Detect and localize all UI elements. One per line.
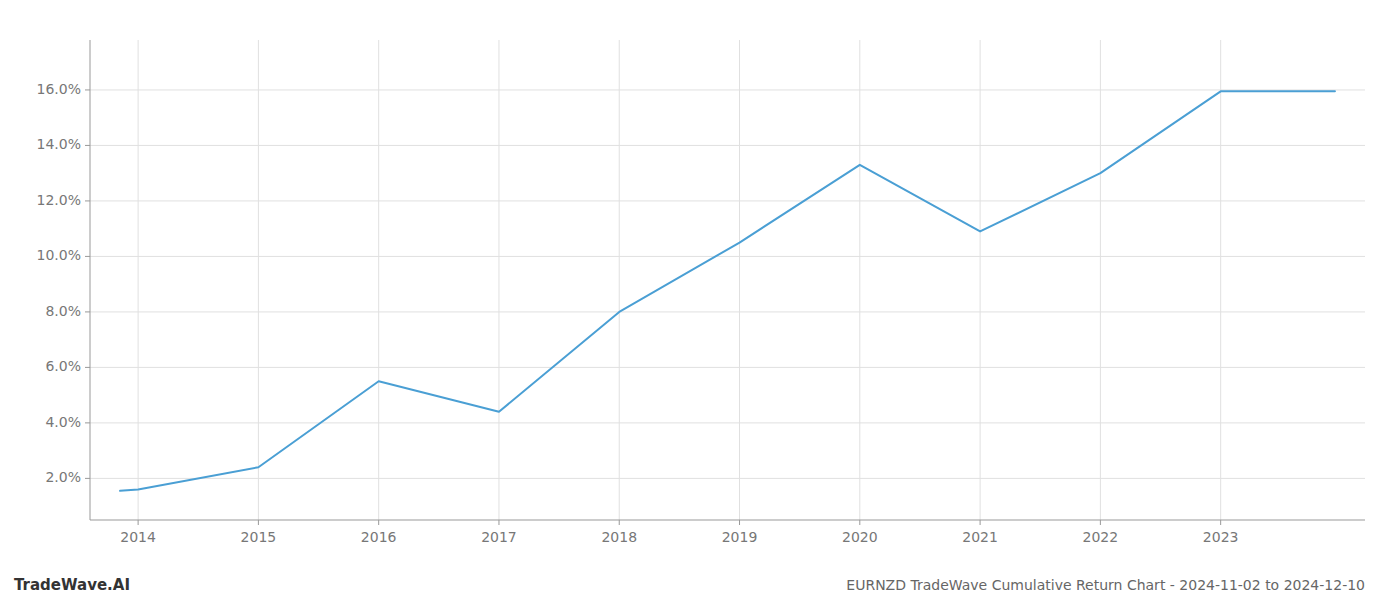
x-grid-line [980,40,981,520]
x-tick-label: 2023 [1203,529,1239,545]
x-tick [739,520,740,525]
y-tick [85,367,90,368]
y-tick [85,422,90,423]
x-tick [619,520,620,525]
y-tick-label: 16.0% [37,81,81,97]
x-tick [378,520,379,525]
axes: 2.0% 4.0% 6.0% 8.0% 10.0% 12.0% 14.0% 16.0% 2014… [37,40,1365,545]
x-tick [138,520,139,525]
y-tick [85,311,90,312]
y-tick [85,89,90,90]
x-tick [1100,520,1101,525]
y-grid-line [90,256,1365,257]
x-grid-line [1100,40,1101,520]
y-tick-label: 8.0% [45,303,81,319]
x-axis-line [90,520,1365,521]
grid [90,40,1365,520]
x-tick-label: 2016 [361,529,397,545]
x-grid-line [739,40,740,520]
x-tick-label: 2015 [241,529,277,545]
y-tick [85,145,90,146]
x-tick-label: 2017 [481,529,517,545]
x-tick-label: 2021 [962,529,998,545]
y-tick-label: 14.0% [37,136,81,152]
background [0,0,1400,600]
y-tick [85,200,90,201]
x-grid-line [619,40,620,520]
x-tick-label: 2022 [1083,529,1119,545]
x-tick [980,520,981,525]
y-tick [85,256,90,257]
y-grid-line [90,200,1365,201]
watermark: TradeWave.AI [14,576,130,594]
x-grid-line [378,40,379,520]
x-tick [859,520,860,525]
x-tick-label: 2020 [842,529,878,545]
x-tick [498,520,499,525]
y-grid-line [90,311,1365,312]
y-tick-label: 2.0% [45,469,81,485]
x-grid-line [498,40,499,520]
y-grid-line [90,145,1365,146]
x-tick [1220,520,1221,525]
texts: EURNZD TradeWave Cumulative Return Chart… [14,576,1365,594]
y-axis-line [90,40,91,520]
x-tick-label: 2014 [120,529,156,545]
y-tick [85,478,90,479]
y-tick-label: 6.0% [45,358,81,374]
x-grid-line [138,40,139,520]
title: EURNZD TradeWave Cumulative Return Chart… [846,577,1365,593]
y-grid-line [90,89,1365,90]
y-grid-line [90,422,1365,423]
y-tick-label: 12.0% [37,192,81,208]
y-tick-label: 4.0% [45,414,81,430]
x-grid-line [1220,40,1221,520]
y-grid-line [90,367,1365,368]
chart-svg: 2.0% 4.0% 6.0% 8.0% 10.0% 12.0% 14.0% 16.0% 2014… [0,0,1400,600]
x-grid-line [859,40,860,520]
y-tick-label: 10.0% [37,247,81,263]
plot-area [120,91,1335,491]
x-tick-label: 2019 [722,529,758,545]
y-grid-line [90,478,1365,479]
chart-container: 2.0% 4.0% 6.0% 8.0% 10.0% 12.0% 14.0% 16.0% 2014… [0,0,1400,600]
x-grid-line [258,40,259,520]
x-tick [258,520,259,525]
line-series [120,91,1335,491]
x-tick-label: 2018 [601,529,637,545]
